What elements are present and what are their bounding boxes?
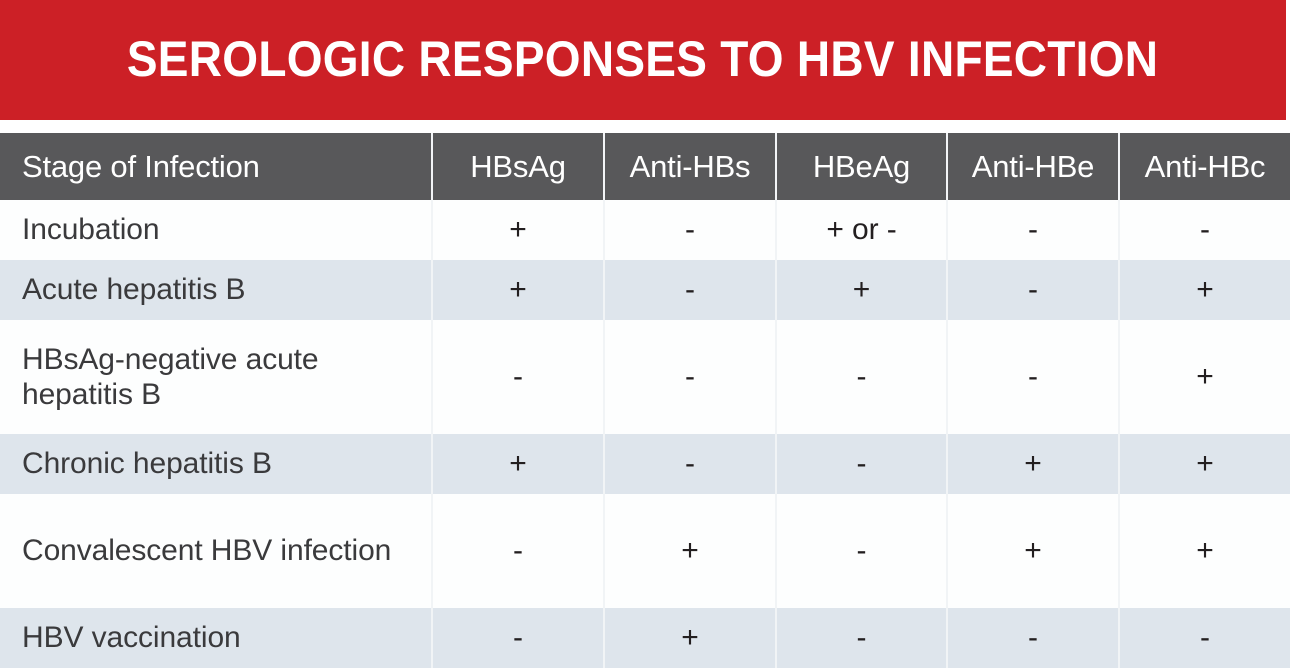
cell-anti-hbe: - bbox=[947, 608, 1120, 668]
cell-hbsag: - bbox=[432, 320, 605, 434]
row-label: Incubation bbox=[0, 200, 433, 260]
cell-anti-hbc: - bbox=[1119, 200, 1290, 260]
table-header: Stage of Infection HBsAg Anti-HBs HBeAg … bbox=[0, 133, 1290, 200]
cell-hbsag: + bbox=[432, 260, 605, 320]
serology-table: Stage of Infection HBsAg Anti-HBs HBeAg … bbox=[0, 133, 1290, 668]
cell-hbsag: - bbox=[432, 494, 605, 608]
cell-anti-hbe: + bbox=[947, 494, 1120, 608]
cell-hbeag: - bbox=[776, 494, 948, 608]
table-row: Chronic hepatitis B + - - + + bbox=[0, 434, 1290, 494]
cell-anti-hbs: + bbox=[604, 494, 777, 608]
header-row: Stage of Infection HBsAg Anti-HBs HBeAg … bbox=[0, 133, 1290, 200]
cell-anti-hbc: + bbox=[1119, 494, 1290, 608]
cell-anti-hbc: - bbox=[1119, 608, 1290, 668]
cell-anti-hbs: - bbox=[604, 260, 777, 320]
row-label: HBsAg-negative acute hepatitis B bbox=[0, 320, 433, 434]
column-header-anti-hbc: Anti-HBc bbox=[1119, 133, 1290, 200]
cell-anti-hbs: - bbox=[604, 434, 777, 494]
cell-anti-hbs: - bbox=[604, 200, 777, 260]
table-row: HBV vaccination - + - - - bbox=[0, 608, 1290, 668]
row-label: Convalescent HBV infection bbox=[0, 494, 433, 608]
cell-hbeag: - bbox=[776, 608, 948, 668]
cell-anti-hbs: + bbox=[604, 608, 777, 668]
table-row: Acute hepatitis B + - + - + bbox=[0, 260, 1290, 320]
column-header-stage: Stage of Infection bbox=[0, 133, 433, 200]
column-header-hbsag: HBsAg bbox=[432, 133, 605, 200]
column-header-anti-hbe: Anti-HBe bbox=[947, 133, 1120, 200]
table-row: Convalescent HBV infection - + - + + bbox=[0, 494, 1290, 608]
column-header-anti-hbs: Anti-HBs bbox=[604, 133, 777, 200]
cell-hbsag: - bbox=[432, 608, 605, 668]
table-body: Incubation + - + or - - - Acute hepatiti… bbox=[0, 200, 1290, 668]
row-label: Acute hepatitis B bbox=[0, 260, 433, 320]
cell-anti-hbe: - bbox=[947, 200, 1120, 260]
cell-hbeag: - bbox=[776, 434, 948, 494]
cell-anti-hbe: - bbox=[947, 260, 1120, 320]
serology-table-container: Stage of Infection HBsAg Anti-HBs HBeAg … bbox=[0, 133, 1290, 668]
cell-hbsag: + bbox=[432, 200, 605, 260]
cell-anti-hbe: - bbox=[947, 320, 1120, 434]
row-label: HBV vaccination bbox=[0, 608, 433, 668]
cell-hbeag: + bbox=[776, 260, 948, 320]
cell-anti-hbs: - bbox=[604, 320, 777, 434]
table-row: HBsAg-negative acute hepatitis B - - - -… bbox=[0, 320, 1290, 434]
cell-anti-hbc: + bbox=[1119, 320, 1290, 434]
page-title: SEROLOGIC RESPONSES TO HBV INFECTION bbox=[127, 31, 1159, 87]
cell-anti-hbc: + bbox=[1119, 260, 1290, 320]
row-label: Chronic hepatitis B bbox=[0, 434, 433, 494]
column-header-hbeag: HBeAg bbox=[776, 133, 948, 200]
cell-hbeag: - bbox=[776, 320, 948, 434]
cell-hbeag: + or - bbox=[776, 200, 948, 260]
cell-hbsag: + bbox=[432, 434, 605, 494]
table-row: Incubation + - + or - - - bbox=[0, 200, 1290, 260]
title-banner: SEROLOGIC RESPONSES TO HBV INFECTION bbox=[0, 0, 1286, 120]
cell-anti-hbc: + bbox=[1119, 434, 1290, 494]
cell-anti-hbe: + bbox=[947, 434, 1120, 494]
